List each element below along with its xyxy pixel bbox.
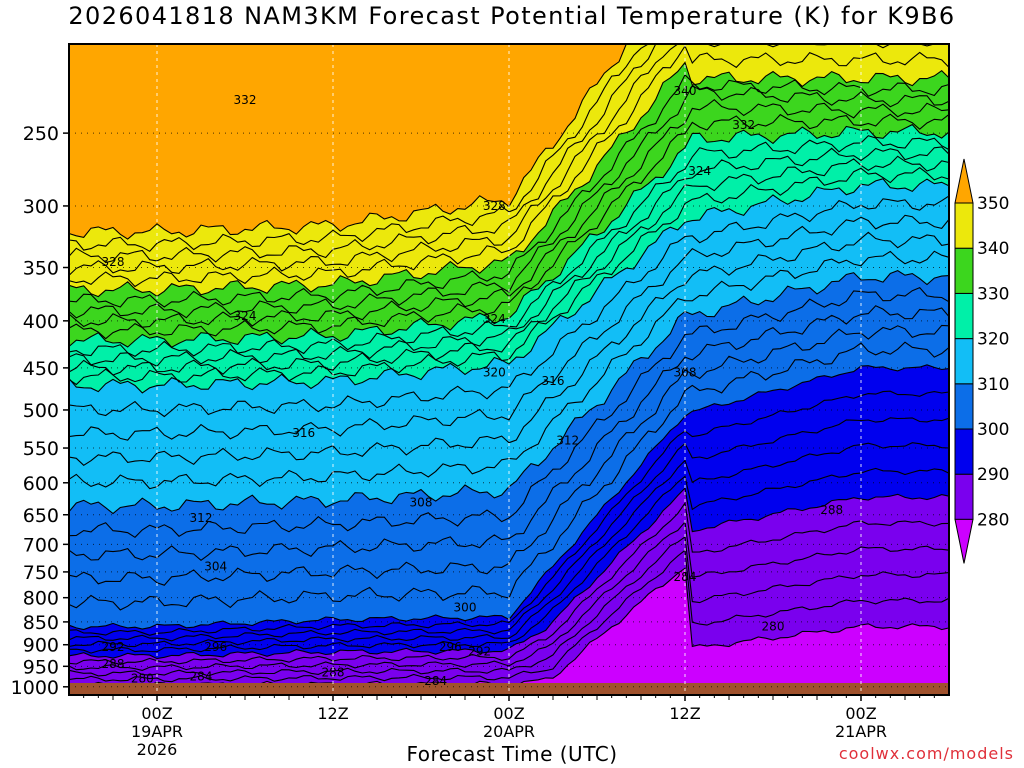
contour-label: 292 — [102, 640, 125, 654]
y-tick-label: 350 — [23, 258, 59, 280]
isentrope-314K — [68, 231, 950, 466]
contour-label: 288 — [322, 666, 345, 680]
y-tick-label: 550 — [23, 438, 59, 460]
isentrope-342K — [68, 44, 950, 288]
contour-label: 328 — [483, 199, 506, 213]
y-tick-label: 700 — [23, 534, 59, 556]
y-tick-label: 600 — [23, 473, 59, 495]
colorbar-label: 320 — [977, 330, 1009, 350]
contour-label: 332 — [732, 118, 755, 132]
isentrope-326K — [68, 146, 950, 367]
colorbar-label: 330 — [977, 284, 1009, 304]
isentrope-316K — [68, 214, 950, 441]
contour-label: 320 — [483, 365, 506, 379]
colorbar-label: 340 — [977, 239, 1009, 259]
colorbar-label: 310 — [977, 375, 1009, 395]
x-tick-label: 12Z — [669, 704, 700, 723]
contour-label: 328 — [102, 255, 125, 269]
y-tick-label: 950 — [23, 656, 59, 678]
contour-label: 292 — [468, 644, 491, 658]
contour-label: 288 — [820, 503, 843, 517]
colorbar-segment-320 — [954, 292, 974, 340]
contour-label: 300 — [454, 601, 477, 615]
contour-label: 308 — [674, 365, 697, 379]
y-tick-label: 250 — [23, 123, 59, 145]
x-axis-label: Forecast Time (UTC) — [406, 742, 618, 766]
contour-label: 284 — [424, 674, 447, 688]
contour-label: 280 — [762, 620, 785, 634]
y-tick-label: 450 — [23, 358, 59, 380]
contour-label: 324 — [688, 164, 711, 178]
y-tick-label: 750 — [23, 562, 59, 584]
contour-label: 296 — [439, 640, 462, 654]
contour-label: 296 — [204, 640, 227, 654]
colorbar-label: 350 — [977, 194, 1009, 214]
colorbar-segment-300 — [954, 383, 974, 430]
colorbar-segment-280 — [954, 473, 974, 520]
isentrope-286K — [68, 520, 950, 671]
y-tick-label: 800 — [23, 588, 59, 610]
contour-label: 284 — [190, 670, 213, 684]
y-tick-label: 900 — [23, 635, 59, 657]
colorbar-segment-340 — [954, 202, 974, 249]
isentrope-294K — [68, 442, 950, 648]
contour-label: 324 — [234, 309, 257, 323]
colorbar-label: 280 — [977, 510, 1009, 530]
colorbar-upper-arrow — [954, 158, 974, 204]
contour-label: 340 — [674, 84, 697, 98]
x-tick-label: 20APR — [483, 722, 535, 741]
contour-label: 280 — [131, 672, 154, 686]
isentrope-320K — [68, 178, 950, 394]
y-tick-label: 650 — [23, 505, 59, 527]
isentrope-324K — [68, 155, 950, 376]
contour-label: 324 — [483, 312, 506, 326]
x-tick-label: 21APR — [835, 722, 887, 741]
isentrope-288K — [68, 501, 950, 665]
colorbar-label: 290 — [977, 465, 1009, 485]
y-tick-label: 300 — [23, 196, 59, 218]
x-tick-label: 2026 — [137, 740, 178, 759]
band-below-290K — [69, 488, 949, 695]
y-tick-label: 400 — [23, 311, 59, 333]
contour-label: 316 — [292, 426, 315, 440]
y-tick-label: 1000 — [11, 677, 59, 699]
source-credit[interactable]: coolwx.com/models — [838, 744, 1014, 763]
contour-label: 308 — [410, 495, 433, 509]
colorbar-segment-310 — [954, 338, 974, 385]
isentrope-282K — [68, 549, 950, 683]
contour-label: 332 — [234, 93, 257, 107]
isentrope-332K — [68, 113, 950, 340]
x-tick-label: 00Z — [493, 704, 524, 723]
isentrope-296K — [68, 417, 950, 642]
isentrope-338K — [68, 73, 950, 308]
x-tick-label: 00Z — [141, 704, 172, 723]
isentrope-298K — [68, 390, 950, 636]
colorbar-label: 300 — [977, 420, 1009, 440]
contour-label: 316 — [542, 374, 565, 388]
y-tick-label: 500 — [23, 400, 59, 422]
x-tick-label: 19APR — [131, 722, 183, 741]
chart-title: 2026041818 NAM3KM Forecast Potential Tem… — [68, 2, 956, 30]
x-tick-label: 00Z — [845, 704, 876, 723]
contour-label: 288 — [102, 657, 125, 671]
isentrope-306K — [68, 305, 950, 562]
y-tick-label: 850 — [23, 612, 59, 634]
x-tick-label: 12Z — [317, 704, 348, 723]
contour-label: 312 — [556, 434, 579, 448]
contour-label: 304 — [204, 560, 227, 574]
contour-label: 312 — [190, 511, 213, 525]
colorbar-lower-arrow — [954, 518, 974, 564]
band-below-280K — [69, 568, 949, 695]
isentrope-308K — [68, 286, 950, 539]
colorbar-segment-330 — [954, 247, 974, 294]
colorbar-segment-290 — [954, 428, 974, 475]
